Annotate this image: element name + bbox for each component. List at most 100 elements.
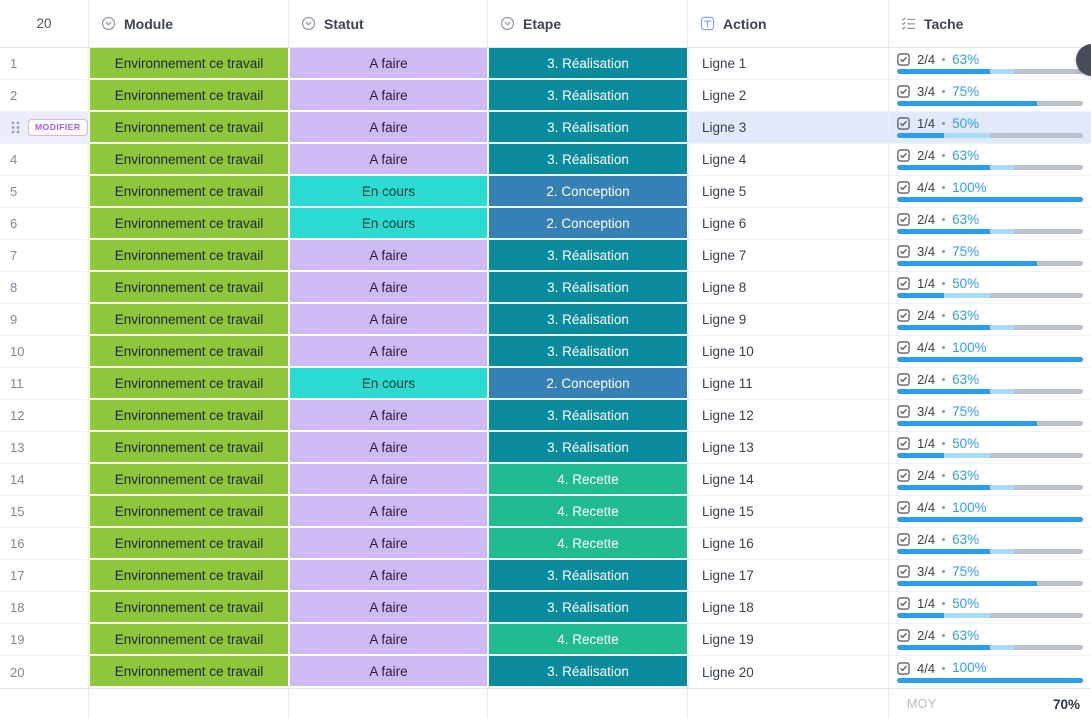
action-cell[interactable]: Ligne 20 (688, 656, 889, 688)
tache-cell[interactable]: 1/4 50% (889, 592, 1091, 624)
etape-chip[interactable]: 3. Réalisation (489, 272, 687, 302)
statut-chip[interactable]: A faire (290, 400, 487, 430)
statut-chip[interactable]: A faire (290, 496, 487, 526)
module-chip[interactable]: Environnement ce travail (90, 176, 288, 206)
row-number-cell[interactable]: 4 (0, 144, 89, 176)
action-cell[interactable]: Ligne 15 (688, 496, 889, 528)
module-chip[interactable]: Environnement ce travail (90, 112, 288, 142)
etape-chip[interactable]: 4. Recette (489, 496, 687, 526)
tache-cell[interactable]: 4/4 100% (889, 336, 1091, 368)
etape-chip[interactable]: 3. Réalisation (489, 560, 687, 590)
module-chip[interactable]: Environnement ce travail (90, 400, 288, 430)
column-header-etape[interactable]: Etape (488, 0, 688, 47)
etape-chip[interactable]: 4. Recette (489, 528, 687, 558)
row-number-cell[interactable]: 7 (0, 240, 89, 272)
column-header-action[interactable]: Action (688, 0, 889, 47)
action-cell[interactable]: Ligne 5 (688, 176, 889, 208)
tache-cell[interactable]: 2/4 63% (889, 208, 1091, 240)
module-chip[interactable]: Environnement ce travail (90, 272, 288, 302)
etape-chip[interactable]: 3. Réalisation (489, 112, 687, 142)
statut-chip[interactable]: A faire (290, 432, 487, 462)
module-chip[interactable]: Environnement ce travail (90, 656, 288, 686)
action-cell[interactable]: Ligne 8 (688, 272, 889, 304)
tache-cell[interactable]: 2/4 63% (889, 624, 1091, 656)
action-cell[interactable]: Ligne 19 (688, 624, 889, 656)
statut-chip[interactable]: A faire (290, 336, 487, 366)
etape-chip[interactable]: 2. Conception (489, 368, 687, 398)
statut-chip[interactable]: A faire (290, 592, 487, 622)
row-number-cell[interactable]: 19 (0, 624, 89, 656)
statut-chip[interactable]: A faire (290, 656, 487, 686)
row-number-cell[interactable]: 10 (0, 336, 89, 368)
action-cell[interactable]: Ligne 6 (688, 208, 889, 240)
statut-chip[interactable]: A faire (290, 272, 487, 302)
tache-cell[interactable]: 2/4 63% (889, 368, 1091, 400)
row-number-cell[interactable]: 5 (0, 176, 89, 208)
statut-chip[interactable]: A faire (290, 48, 487, 78)
module-chip[interactable]: Environnement ce travail (90, 464, 288, 494)
tache-cell[interactable]: 1/4 50% (889, 272, 1091, 304)
tache-cell[interactable]: 2/4 63% (889, 48, 1091, 80)
module-chip[interactable]: Environnement ce travail (90, 80, 288, 110)
etape-chip[interactable]: 3. Réalisation (489, 80, 687, 110)
etape-chip[interactable]: 3. Réalisation (489, 240, 687, 270)
row-number-cell[interactable]: 2 (0, 80, 89, 112)
tache-cell[interactable]: 3/4 75% (889, 400, 1091, 432)
tache-cell[interactable]: 3/4 75% (889, 240, 1091, 272)
module-chip[interactable]: Environnement ce travail (90, 624, 288, 654)
module-chip[interactable]: Environnement ce travail (90, 432, 288, 462)
action-cell[interactable]: Ligne 11 (688, 368, 889, 400)
tache-cell[interactable]: 2/4 63% (889, 528, 1091, 560)
row-number-cell[interactable]: 6 (0, 208, 89, 240)
row-number-cell[interactable]: 11 (0, 368, 89, 400)
module-chip[interactable]: Environnement ce travail (90, 528, 288, 558)
tache-cell[interactable]: 4/4 100% (889, 176, 1091, 208)
tache-cell[interactable]: 2/4 63% (889, 304, 1091, 336)
module-chip[interactable]: Environnement ce travail (90, 208, 288, 238)
statut-chip[interactable]: A faire (290, 304, 487, 334)
etape-chip[interactable]: 3. Réalisation (489, 656, 687, 686)
action-cell[interactable]: Ligne 4 (688, 144, 889, 176)
column-header-tache[interactable]: Tache (889, 0, 1091, 47)
module-chip[interactable]: Environnement ce travail (90, 144, 288, 174)
column-header-statut[interactable]: Statut (289, 0, 488, 47)
etape-chip[interactable]: 3. Réalisation (489, 144, 687, 174)
statut-chip[interactable]: A faire (290, 112, 487, 142)
row-number-cell[interactable]: 9 (0, 304, 89, 336)
row-number-cell[interactable]: MODIFIER (0, 112, 89, 144)
floating-action-button[interactable] (1076, 44, 1091, 76)
statut-chip[interactable]: En cours (290, 208, 487, 238)
row-number-cell[interactable]: 12 (0, 400, 89, 432)
action-cell[interactable]: Ligne 12 (688, 400, 889, 432)
module-chip[interactable]: Environnement ce travail (90, 368, 288, 398)
module-chip[interactable]: Environnement ce travail (90, 304, 288, 334)
row-number-cell[interactable]: 8 (0, 272, 89, 304)
row-number-cell[interactable]: 15 (0, 496, 89, 528)
statut-chip[interactable]: A faire (290, 464, 487, 494)
etape-chip[interactable]: 4. Recette (489, 624, 687, 654)
action-cell[interactable]: Ligne 14 (688, 464, 889, 496)
statut-chip[interactable]: A faire (290, 240, 487, 270)
tache-cell[interactable]: 2/4 63% (889, 144, 1091, 176)
etape-chip[interactable]: 3. Réalisation (489, 400, 687, 430)
tache-cell[interactable]: 3/4 75% (889, 560, 1091, 592)
etape-chip[interactable]: 4. Recette (489, 464, 687, 494)
action-cell[interactable]: Ligne 10 (688, 336, 889, 368)
statut-chip[interactable]: A faire (290, 80, 487, 110)
action-cell[interactable]: Ligne 9 (688, 304, 889, 336)
module-chip[interactable]: Environnement ce travail (90, 336, 288, 366)
tache-cell[interactable]: 4/4 100% (889, 496, 1091, 528)
row-number-cell[interactable]: 1 (0, 48, 89, 80)
column-header-module[interactable]: Module (89, 0, 289, 47)
etape-chip[interactable]: 3. Réalisation (489, 432, 687, 462)
action-cell[interactable]: Ligne 1 (688, 48, 889, 80)
module-chip[interactable]: Environnement ce travail (90, 592, 288, 622)
row-number-cell[interactable]: 20 (0, 656, 89, 688)
statut-chip[interactable]: A faire (290, 560, 487, 590)
statut-chip[interactable]: A faire (290, 624, 487, 654)
tache-cell[interactable]: 1/4 50% (889, 432, 1091, 464)
statut-chip[interactable]: A faire (290, 528, 487, 558)
action-cell[interactable]: Ligne 7 (688, 240, 889, 272)
action-cell[interactable]: Ligne 3 (688, 112, 889, 144)
row-number-cell[interactable]: 16 (0, 528, 89, 560)
